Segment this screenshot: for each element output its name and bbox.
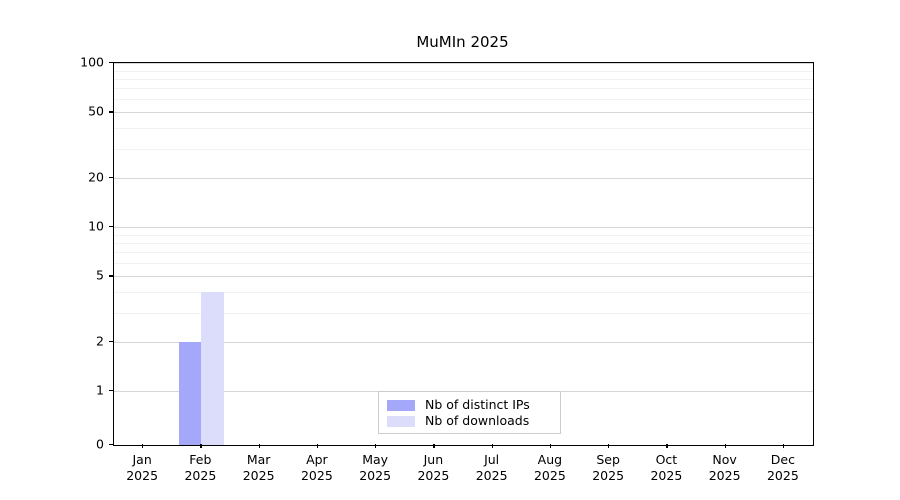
y-tick-label: 20	[88, 169, 104, 185]
legend-label: Nb of distinct IPs	[425, 397, 530, 412]
x-tick-year: 2025	[359, 468, 392, 483]
x-tick-month: Aug	[537, 452, 563, 467]
x-tick-mark	[549, 444, 552, 448]
gridline-major	[114, 63, 813, 64]
y-tick-mark	[109, 62, 113, 64]
x-tick-month: Mar	[246, 452, 271, 467]
y-tick-label: 10	[88, 218, 104, 234]
x-axis: Jan 2025 Feb 2025 Mar 2025 Apr 2025 May 2025 Jun 20…	[113, 444, 812, 494]
chart-title: MuMIn 2025	[416, 33, 509, 51]
x-tick-mark	[666, 444, 668, 448]
x-tick-year: 2025	[184, 468, 217, 483]
y-tick-label: 1	[96, 382, 104, 398]
y-tick-mark	[109, 340, 113, 342]
gridline-minor	[114, 252, 813, 254]
gridline-major	[114, 276, 813, 278]
chart-legend: Nb of distinct IPs Nb of downloads	[378, 391, 561, 434]
x-tick-mark	[433, 444, 435, 448]
legend-label: Nb of downloads	[425, 413, 530, 428]
x-tick-label-apr: Apr 2025	[282, 452, 352, 484]
plot-inner	[114, 63, 813, 445]
gridline-minor	[114, 128, 813, 130]
x-tick-mark	[724, 444, 726, 448]
gridline-minor	[114, 78, 813, 80]
x-tick-month: May	[362, 452, 389, 467]
gridline-minor	[114, 234, 813, 236]
x-tick-mark	[608, 444, 610, 448]
y-tick-label: 100	[80, 54, 104, 70]
x-tick-label-nov: Nov 2025	[690, 452, 760, 484]
x-tick-year: 2025	[533, 468, 566, 483]
x-tick-year: 2025	[417, 468, 450, 483]
x-tick-mark	[258, 444, 260, 448]
legend-swatch-ips	[387, 399, 415, 411]
x-tick-mark	[375, 444, 377, 448]
x-tick-month: Feb	[189, 452, 212, 467]
x-tick-mark	[316, 444, 319, 448]
gridline-minor	[114, 148, 813, 150]
gridline-major	[114, 112, 813, 114]
gridline-major	[114, 341, 813, 343]
x-tick-month: Apr	[306, 452, 328, 467]
x-tick-mark	[142, 444, 144, 448]
y-tick-mark	[109, 226, 113, 228]
gridline-minor	[114, 292, 813, 294]
x-tick-label-oct: Oct 2025	[631, 452, 701, 484]
x-tick-year: 2025	[300, 468, 333, 483]
x-tick-label-jan: Jan 2025	[107, 452, 177, 484]
bar-feb-downloads	[201, 292, 224, 445]
y-axis: 0 1 2 5 10 20 50 100	[60, 56, 113, 451]
y-tick-mark	[109, 444, 113, 446]
x-tick-year: 2025	[766, 468, 799, 483]
x-tick-mark	[200, 444, 202, 448]
y-tick-label: 0	[96, 436, 104, 452]
x-tick-year: 2025	[242, 468, 275, 483]
bar-feb-ips	[178, 341, 202, 445]
gridline-minor	[114, 88, 813, 90]
x-tick-year: 2025	[592, 468, 625, 483]
gridline-minor	[114, 312, 813, 314]
y-tick-mark	[109, 275, 113, 277]
legend-item: Nb of distinct IPs	[387, 397, 552, 413]
x-tick-label-aug: Aug 2025	[515, 452, 585, 484]
x-tick-year: 2025	[475, 468, 508, 483]
x-tick-label-jun: Jun 2025	[398, 452, 468, 484]
y-tick-mark	[109, 176, 113, 178]
x-tick-month: Nov	[712, 452, 737, 467]
x-tick-mark	[782, 444, 785, 448]
x-tick-month: Jun	[423, 452, 444, 467]
y-tick-label: 2	[96, 333, 104, 349]
gridline-major	[114, 177, 813, 179]
x-tick-label-jul: Jul 2025	[457, 452, 527, 484]
x-tick-label-feb: Feb 2025	[165, 452, 235, 484]
gridline-minor	[114, 263, 813, 265]
y-tick-label: 5	[96, 267, 104, 283]
legend-item: Nb of downloads	[387, 413, 552, 429]
x-tick-year: 2025	[650, 468, 683, 483]
plot-area	[113, 62, 814, 446]
x-tick-month: Jul	[484, 452, 500, 467]
gridline-minor	[114, 242, 813, 244]
x-tick-month: Oct	[655, 452, 678, 467]
x-tick-mark	[491, 444, 493, 448]
y-tick-label: 50	[88, 103, 104, 119]
x-tick-month: Sep	[596, 452, 620, 467]
gridline-minor	[114, 99, 813, 101]
x-tick-label-mar: Mar 2025	[224, 452, 294, 484]
x-tick-label-sep: Sep 2025	[573, 452, 643, 484]
x-tick-month: Dec	[770, 452, 795, 467]
gridline-minor	[114, 70, 813, 72]
x-tick-label-dec: Dec 2025	[748, 452, 818, 484]
x-tick-label-may: May 2025	[340, 452, 410, 484]
y-tick-mark	[109, 111, 113, 113]
x-tick-year: 2025	[708, 468, 741, 483]
y-tick-mark	[109, 390, 113, 392]
x-tick-year: 2025	[126, 468, 159, 483]
legend-swatch-downloads	[387, 415, 415, 427]
gridline-major	[114, 227, 813, 228]
x-tick-month: Jan	[132, 452, 152, 467]
